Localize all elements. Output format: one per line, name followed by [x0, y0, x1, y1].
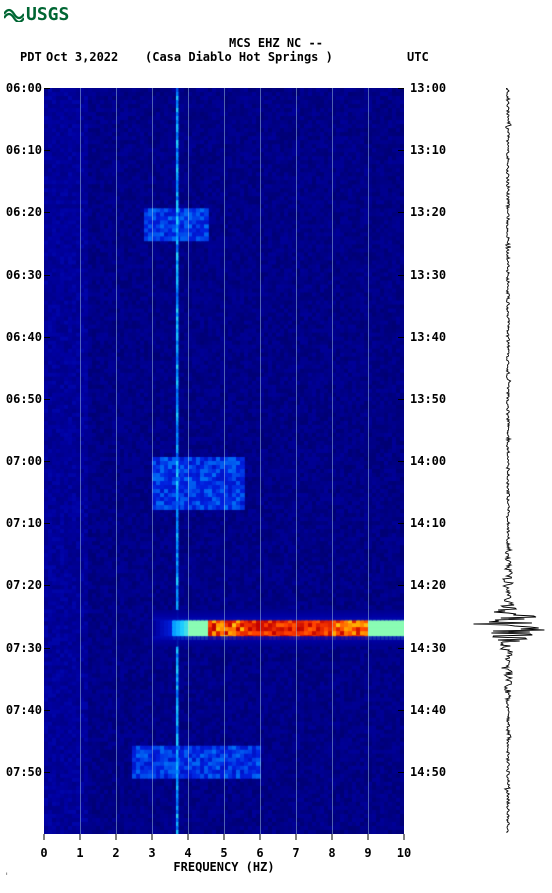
date: Oct 3,2022	[46, 50, 118, 64]
x-axis-label: FREQUENCY (HZ)	[173, 860, 274, 874]
ytick-mark	[398, 710, 404, 711]
grid-line	[332, 88, 333, 834]
xtick: 3	[148, 846, 155, 860]
ytick-right: 14:10	[410, 516, 446, 530]
xtick-mark	[404, 834, 405, 840]
ytick-mark	[398, 523, 404, 524]
grid-line	[296, 88, 297, 834]
xtick: 9	[364, 846, 371, 860]
ytick-left: 06:40	[6, 330, 42, 344]
grid-line	[116, 88, 117, 834]
ytick-left: 07:30	[6, 641, 42, 655]
xtick-mark	[368, 834, 369, 840]
ytick-mark	[44, 461, 50, 462]
ytick-left: 06:50	[6, 392, 42, 406]
y-axis-right-utc: 13:0013:1013:2013:3013:4013:5014:0014:10…	[404, 88, 464, 834]
xtick-mark	[116, 834, 117, 840]
xtick-mark	[332, 834, 333, 840]
tz-left: PDT	[20, 50, 42, 64]
ytick-right: 13:20	[410, 205, 446, 219]
ytick-mark	[398, 275, 404, 276]
xtick: 4	[184, 846, 191, 860]
xtick-mark	[80, 834, 81, 840]
seismogram-trace	[468, 88, 548, 834]
station-name: (Casa Diablo Hot Springs )	[145, 50, 333, 64]
usgs-wave-icon	[4, 8, 24, 22]
footer-mark: '	[4, 872, 9, 882]
ytick-mark	[398, 337, 404, 338]
ytick-mark	[398, 212, 404, 213]
xtick: 6	[256, 846, 263, 860]
ytick-mark	[44, 399, 50, 400]
ytick-left: 07:10	[6, 516, 42, 530]
xtick-mark	[188, 834, 189, 840]
xtick: 8	[328, 846, 335, 860]
ytick-mark	[44, 88, 50, 89]
ytick-mark	[44, 648, 50, 649]
grid-line	[224, 88, 225, 834]
ytick-mark	[44, 275, 50, 276]
ytick-right: 14:20	[410, 578, 446, 592]
ytick-left: 06:30	[6, 268, 42, 282]
ytick-left: 07:20	[6, 578, 42, 592]
ytick-right: 14:40	[410, 703, 446, 717]
xtick: 0	[40, 846, 47, 860]
ytick-mark	[44, 523, 50, 524]
xtick-mark	[296, 834, 297, 840]
ytick-mark	[398, 88, 404, 89]
ytick-left: 06:10	[6, 143, 42, 157]
grid-line	[368, 88, 369, 834]
station-code: MCS EHZ NC --	[0, 36, 552, 50]
ytick-right: 14:30	[410, 641, 446, 655]
ytick-right: 13:50	[410, 392, 446, 406]
grid-line	[260, 88, 261, 834]
ytick-mark	[44, 585, 50, 586]
ytick-mark	[398, 772, 404, 773]
xtick: 5	[220, 846, 227, 860]
logo-text: USGS	[26, 4, 69, 25]
xtick: 1	[76, 846, 83, 860]
ytick-mark	[398, 150, 404, 151]
chart-header: MCS EHZ NC -- PDT Oct 3,2022 (Casa Diabl…	[0, 36, 552, 64]
ytick-right: 14:50	[410, 765, 446, 779]
usgs-logo: USGS	[4, 4, 69, 25]
ytick-mark	[44, 710, 50, 711]
ytick-mark	[398, 648, 404, 649]
ytick-mark	[44, 337, 50, 338]
ytick-right: 13:30	[410, 268, 446, 282]
tz-right: UTC	[407, 50, 429, 64]
ytick-right: 13:40	[410, 330, 446, 344]
ytick-left: 06:20	[6, 205, 42, 219]
ytick-left: 07:50	[6, 765, 42, 779]
ytick-mark	[398, 399, 404, 400]
ytick-left: 06:00	[6, 81, 42, 95]
ytick-right: 13:10	[410, 143, 446, 157]
xtick-mark	[260, 834, 261, 840]
grid-line	[188, 88, 189, 834]
xtick: 7	[292, 846, 299, 860]
ytick-mark	[398, 585, 404, 586]
xtick-mark	[44, 834, 45, 840]
ytick-right: 13:00	[410, 81, 446, 95]
ytick-right: 14:00	[410, 454, 446, 468]
spectrogram-plot	[44, 88, 404, 834]
seismogram-path	[474, 88, 545, 833]
xtick-mark	[152, 834, 153, 840]
ytick-mark	[398, 461, 404, 462]
xtick-mark	[224, 834, 225, 840]
ytick-mark	[44, 212, 50, 213]
y-axis-left-pdt: 06:0006:1006:2006:3006:4006:5007:0007:10…	[0, 88, 44, 834]
xtick: 10	[397, 846, 411, 860]
ytick-mark	[44, 150, 50, 151]
ytick-left: 07:00	[6, 454, 42, 468]
ytick-left: 07:40	[6, 703, 42, 717]
xtick: 2	[112, 846, 119, 860]
grid-line	[80, 88, 81, 834]
grid-line	[152, 88, 153, 834]
x-axis-frequency: FREQUENCY (HZ) 012345678910	[44, 834, 404, 884]
ytick-mark	[44, 772, 50, 773]
